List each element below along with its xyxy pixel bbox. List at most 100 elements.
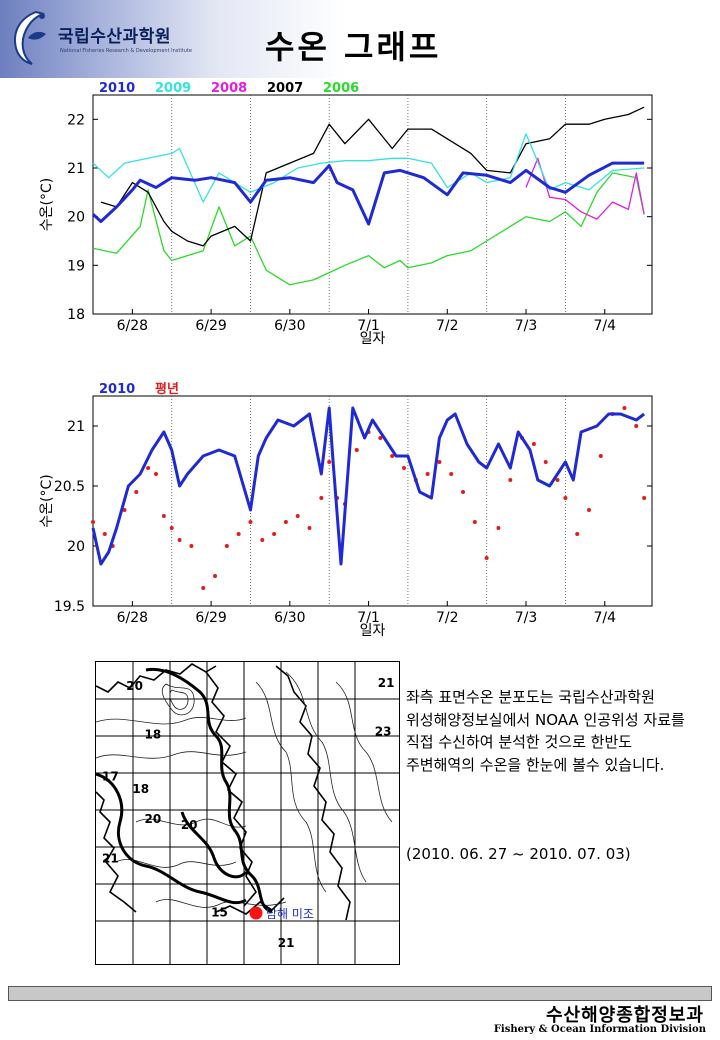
x-tick-label: 7/1 [357, 610, 380, 626]
normal-temp-point [449, 472, 454, 476]
normal-temp-point [153, 472, 158, 476]
contour-label: 15 [211, 906, 228, 920]
normal-temp-point [575, 532, 580, 536]
normal-temp-point [295, 514, 300, 518]
x-tick-label: 6/30 [274, 610, 305, 626]
normal-temp-point [248, 520, 253, 524]
fish-logo-icon [14, 10, 46, 65]
division-name-kr: 수산해양종합정보과 [545, 1005, 704, 1026]
normal-temp-point [307, 526, 312, 530]
temperature-chart-yearly: 6/28 6/29 6/30 7/1 7/2 7/3 7/4 18 19 20 21 22 일자 수온(°… [39, 81, 653, 347]
normal-temp-point [102, 532, 107, 536]
normal-temp-point [378, 436, 383, 440]
normal-temp-point [461, 490, 466, 494]
normal-temp-point [531, 442, 536, 446]
normal-temp-point [484, 556, 489, 560]
legend-entry: 2009 [155, 81, 191, 96]
series-line-2006 [92, 172, 645, 286]
y-tick-label: 18 [67, 307, 85, 323]
footer-bar [8, 986, 712, 1001]
division-name-en: Fishery & Ocean Information Division [493, 1024, 706, 1035]
normal-temp-point [169, 526, 174, 530]
x-axis-label: 일자 [360, 623, 386, 639]
normal-temp-point [354, 448, 359, 452]
normal-temp-point [390, 454, 395, 458]
y-tick-label: 20 [67, 539, 85, 555]
normal-temp-point [587, 508, 592, 512]
sst-map: 20 21 18 23 17 18 20 20 21 15 21 남해 미조 [95, 661, 400, 965]
normal-temp-point [319, 496, 324, 500]
station-marker [249, 906, 263, 920]
normal-temp-point [272, 532, 277, 536]
y-axis-label: 수온(°C) [39, 474, 55, 527]
x-tick-label: 6/30 [274, 318, 305, 334]
contour-label: 20 [181, 818, 198, 832]
normal-temp-point [563, 496, 568, 500]
contour-label: 18 [132, 782, 149, 796]
legend-entry: 2007 [267, 81, 303, 96]
contour-label: 21 [102, 851, 119, 865]
normal-temp-point [224, 544, 229, 548]
y-axis-label: 수온(°C) [39, 178, 55, 231]
contour-label: 20 [144, 812, 161, 826]
x-tick-label: 7/4 [593, 610, 616, 626]
temperature-chart-normal: 6/28 6/29 6/30 7/1 7/2 7/3 7/4 19.5 20 20.5 21 일자 수온… [39, 382, 653, 639]
y-tick-label: 20 [67, 210, 85, 226]
normal-temp-point [437, 460, 442, 464]
org-subtitle: National Fisheries Research & Developmen… [60, 48, 192, 54]
normal-temp-point [260, 538, 265, 542]
y-tick-label: 22 [67, 112, 85, 128]
normal-temp-point [327, 460, 332, 464]
normal-temp-point [634, 424, 639, 428]
y-tick-label: 19 [67, 258, 85, 274]
header-banner: 국립수산과학원 National Fisheries Research & De… [0, 0, 720, 78]
normal-temp-point [236, 532, 241, 536]
plot-area [92, 94, 653, 315]
legend-entry: 2010 [99, 81, 135, 96]
normal-temp-point [189, 544, 194, 548]
y-tick-label: 21 [67, 419, 85, 435]
normal-temp-point [622, 406, 627, 410]
x-tick-label: 7/1 [357, 318, 380, 334]
period-text: (2010. 06. 27 ~ 2010. 07. 03) [406, 845, 631, 863]
plot-area [92, 395, 653, 607]
org-logo: 국립수산과학원 National Fisheries Research & De… [6, 8, 192, 68]
page-title: 수온 그래프 [265, 28, 442, 66]
series-line-2009 [92, 133, 645, 203]
x-tick-label: 6/28 [117, 318, 148, 334]
series-line-2010 [91, 161, 645, 226]
normal-temp-point [161, 514, 166, 518]
y-tick-label: 19.5 [54, 599, 85, 615]
normal-temp-point [146, 466, 151, 470]
series-line-2008 [525, 157, 645, 220]
normal-temp-point [508, 478, 513, 482]
x-axis-label: 일자 [360, 331, 386, 347]
thick-isotherms [96, 667, 273, 914]
map-grid [96, 662, 399, 964]
legend-entry: 2010 [99, 382, 135, 397]
org-name: 국립수산과학원 [58, 27, 171, 47]
normal-temp-point [496, 526, 501, 530]
contour-label: 21 [378, 676, 395, 690]
contour-label: 20 [126, 679, 143, 693]
series-line-2010 [91, 406, 646, 566]
legend-entry: 평년 [155, 382, 179, 397]
normal-temp-point [642, 496, 647, 500]
station-label: 남해 미조 [266, 907, 314, 921]
normal-temp-point [213, 574, 218, 578]
normal-temp-point [472, 520, 477, 524]
normal-temp-point [425, 472, 430, 476]
contour-label: 23 [375, 724, 392, 738]
x-tick-label: 7/3 [515, 318, 538, 334]
x-tick-label: 6/28 [117, 610, 148, 626]
contour-label: 18 [144, 727, 161, 741]
normal-temp-point [598, 454, 603, 458]
description-text: 좌측 표면수온 분포도는 국립수산과학원 위성해양정보실에서 NOAA 인공위성… [406, 688, 685, 774]
normal-temp-point [555, 478, 560, 482]
normal-temp-point [91, 520, 95, 524]
normal-temp-point [134, 490, 139, 494]
normal-temp-point [283, 520, 288, 524]
x-tick-label: 7/2 [436, 610, 459, 626]
x-tick-label: 6/29 [195, 610, 226, 626]
legend-entry: 2008 [211, 81, 247, 96]
